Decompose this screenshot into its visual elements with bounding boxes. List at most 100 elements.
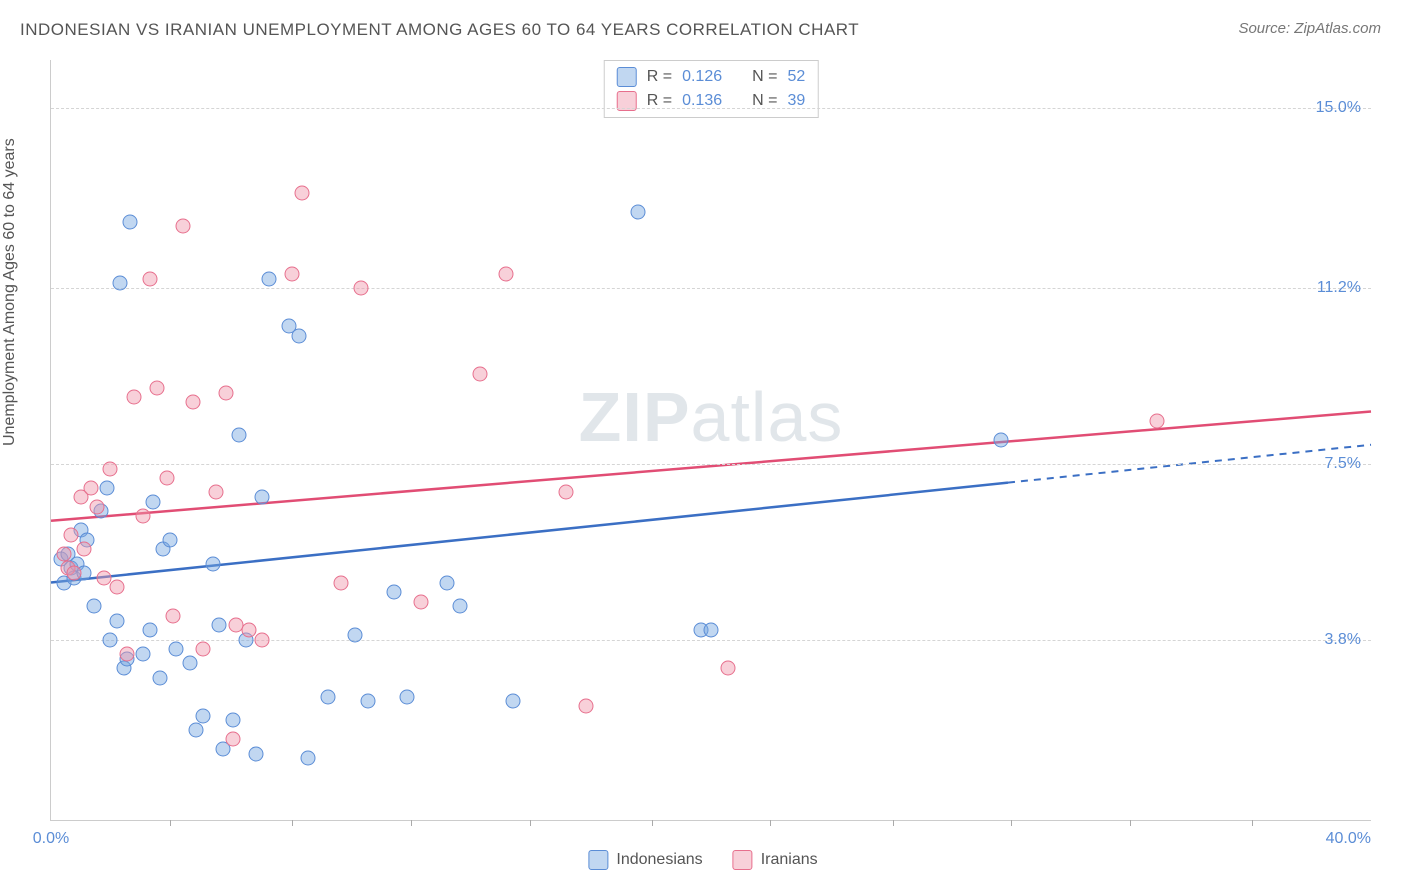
data-point (1149, 414, 1164, 429)
data-point (143, 623, 158, 638)
x-tick (1130, 820, 1131, 826)
x-tick (292, 820, 293, 826)
gridline (51, 288, 1371, 289)
data-point (704, 623, 719, 638)
data-point (261, 271, 276, 286)
x-tick (770, 820, 771, 826)
legend-swatch (733, 850, 753, 870)
data-point (123, 214, 138, 229)
data-point (159, 471, 174, 486)
data-point (218, 385, 233, 400)
y-tick-label: 11.2% (1317, 279, 1361, 297)
data-point (176, 219, 191, 234)
data-point (301, 751, 316, 766)
legend-label: Indonesians (616, 851, 702, 869)
x-tick (893, 820, 894, 826)
data-point (195, 708, 210, 723)
data-point (232, 428, 247, 443)
data-point (83, 480, 98, 495)
data-point (720, 661, 735, 676)
data-point (578, 699, 593, 714)
data-point (413, 594, 428, 609)
y-axis-label: Unemployment Among Ages 60 to 64 years (1, 138, 19, 446)
trend-line (51, 412, 1371, 521)
data-point (453, 599, 468, 614)
x-tick (1252, 820, 1253, 826)
data-point (152, 670, 167, 685)
data-point (182, 656, 197, 671)
y-tick-label: 15.0% (1316, 99, 1361, 117)
data-point (189, 722, 204, 737)
data-point (994, 433, 1009, 448)
data-point (169, 642, 184, 657)
y-tick-label: 7.5% (1325, 455, 1361, 473)
plot-area: ZIPatlas R =0.126N =52R =0.136N =39 3.8%… (50, 60, 1371, 821)
data-point (558, 485, 573, 500)
data-point (146, 494, 161, 509)
data-point (347, 627, 362, 642)
data-point (136, 646, 151, 661)
legend-swatch (588, 850, 608, 870)
trendlines-svg (51, 60, 1371, 820)
legend-label: Iranians (761, 851, 818, 869)
data-point (387, 585, 402, 600)
data-point (400, 689, 415, 704)
trend-line (51, 483, 1008, 583)
y-tick-label: 3.8% (1325, 631, 1361, 649)
data-point (113, 276, 128, 291)
data-point (209, 485, 224, 500)
x-tick (652, 820, 653, 826)
x-tick (530, 820, 531, 826)
data-point (212, 618, 227, 633)
data-point (631, 205, 646, 220)
data-point (86, 599, 101, 614)
data-point (162, 532, 177, 547)
x-tick (1011, 820, 1012, 826)
data-point (225, 732, 240, 747)
x-tick (170, 820, 171, 826)
legend-item: Indonesians (588, 850, 702, 870)
data-point (110, 613, 125, 628)
data-point (126, 390, 141, 405)
data-point (248, 746, 263, 761)
data-point (255, 632, 270, 647)
x-end-label: 40.0% (1326, 830, 1371, 848)
data-point (334, 575, 349, 590)
data-point (57, 547, 72, 562)
data-point (255, 490, 270, 505)
data-point (205, 556, 220, 571)
x-tick (411, 820, 412, 826)
data-point (110, 580, 125, 595)
data-point (225, 713, 240, 728)
source-citation: Source: ZipAtlas.com (1238, 20, 1381, 37)
data-point (473, 366, 488, 381)
x-start-label: 0.0% (33, 830, 69, 848)
chart-title: INDONESIAN VS IRANIAN UNEMPLOYMENT AMONG… (20, 20, 859, 40)
data-point (360, 694, 375, 709)
chart-container: INDONESIAN VS IRANIAN UNEMPLOYMENT AMONG… (0, 0, 1406, 892)
data-point (284, 266, 299, 281)
data-point (291, 328, 306, 343)
data-point (67, 566, 82, 581)
data-point (321, 689, 336, 704)
bottom-legend: Indonesians Iranians (588, 850, 817, 870)
data-point (136, 509, 151, 524)
data-point (63, 528, 78, 543)
data-point (103, 632, 118, 647)
data-point (100, 480, 115, 495)
data-point (354, 281, 369, 296)
data-point (90, 499, 105, 514)
data-point (294, 186, 309, 201)
data-point (143, 271, 158, 286)
data-point (440, 575, 455, 590)
gridline (51, 464, 1371, 465)
data-point (166, 608, 181, 623)
data-point (119, 646, 134, 661)
data-point (242, 623, 257, 638)
data-point (506, 694, 521, 709)
data-point (96, 570, 111, 585)
data-point (149, 380, 164, 395)
gridline (51, 108, 1371, 109)
data-point (185, 395, 200, 410)
legend-item: Iranians (733, 850, 818, 870)
